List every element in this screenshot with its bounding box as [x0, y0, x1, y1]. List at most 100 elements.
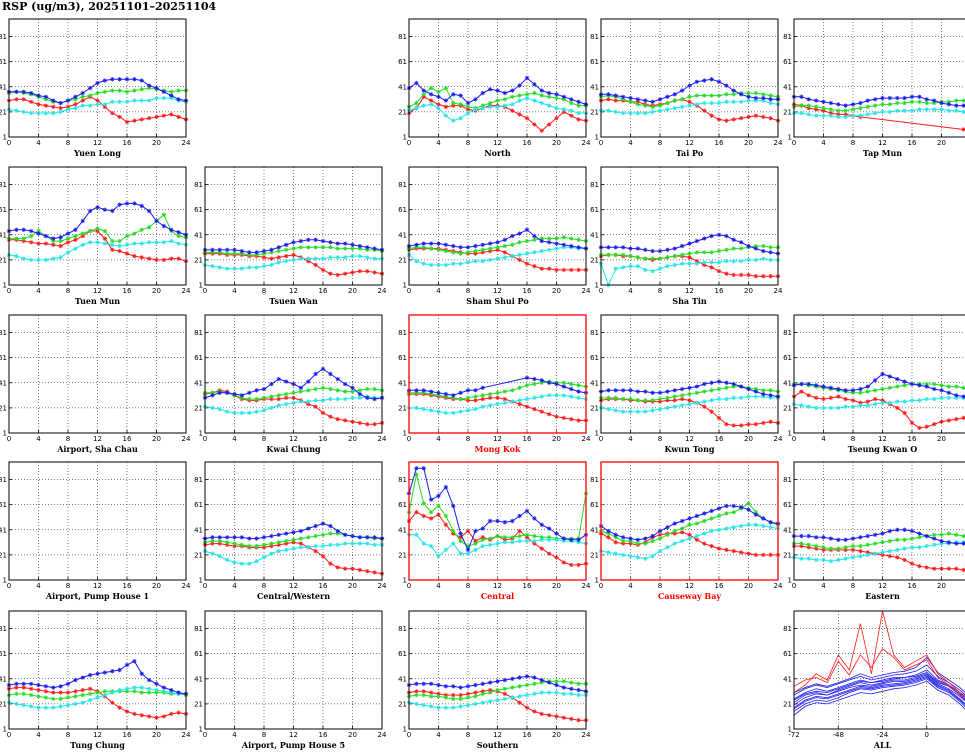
data-point-marker — [239, 248, 245, 254]
data-point-marker — [357, 535, 363, 540]
data-point-marker — [87, 691, 93, 697]
data-point-marker — [620, 110, 626, 116]
y-tick-label: 1 — [3, 282, 7, 290]
data-point-marker — [87, 672, 93, 678]
data-point-marker — [532, 406, 537, 412]
y-tick-label: 41 — [0, 379, 7, 387]
data-point-marker — [687, 398, 692, 403]
data-point-marker — [298, 528, 304, 534]
data-point-marker — [799, 110, 804, 116]
data-point-marker — [269, 394, 274, 399]
data-point-marker — [709, 409, 714, 414]
data-point-marker — [139, 87, 144, 92]
data-point-marker — [738, 246, 744, 251]
data-point-marker — [694, 261, 700, 266]
data-point-marker — [414, 100, 419, 106]
data-point-marker — [909, 99, 915, 105]
x-tick-label: 0 — [407, 287, 411, 295]
data-point-marker — [169, 89, 174, 95]
y-tick-label: 1 — [403, 134, 407, 142]
x-tick-label: 8 — [658, 287, 662, 295]
data-point-marker — [687, 532, 692, 538]
data-point-marker — [576, 681, 581, 687]
data-point-marker — [679, 538, 685, 544]
data-point-marker — [554, 414, 559, 419]
data-point-marker — [36, 705, 41, 710]
x-tick-label: 24 — [182, 731, 191, 739]
data-point-marker — [813, 535, 819, 540]
x-tick-label: 8 — [66, 582, 70, 590]
data-point-marker — [569, 691, 574, 697]
data-point-marker — [924, 381, 929, 387]
data-point-marker — [283, 547, 289, 553]
data-point-marker — [716, 379, 722, 384]
data-point-marker — [931, 100, 937, 106]
data-point-marker — [283, 253, 289, 259]
data-point-marker — [261, 386, 267, 392]
y-tick-label: 81 — [783, 625, 792, 633]
data-point-marker — [799, 389, 804, 394]
data-point-marker — [746, 422, 751, 427]
x-tick-label: 8 — [851, 435, 855, 443]
data-point-marker — [687, 536, 692, 541]
data-point-marker — [931, 422, 937, 427]
x-tick-label: 8 — [466, 582, 470, 590]
data-point-marker — [850, 555, 856, 560]
data-point-marker — [517, 385, 522, 391]
data-point-marker — [291, 546, 296, 551]
data-point-marker — [487, 687, 493, 693]
data-point-marker — [672, 388, 677, 393]
data-point-marker — [657, 548, 663, 554]
x-tick-label: 4 — [821, 139, 826, 147]
data-point-marker — [350, 533, 355, 539]
data-point-marker — [716, 232, 722, 237]
data-point-marker — [665, 263, 670, 269]
data-point-marker — [51, 104, 56, 110]
data-point-marker — [210, 390, 215, 396]
data-point-marker — [702, 518, 707, 524]
data-point-marker — [850, 107, 856, 112]
data-point-marker — [480, 543, 485, 549]
data-point-marker — [532, 709, 537, 714]
data-point-marker — [872, 378, 878, 383]
x-tick-label: 12 — [93, 435, 102, 443]
data-point-marker — [350, 242, 355, 248]
data-point-marker — [124, 201, 130, 206]
data-point-marker — [428, 92, 434, 97]
series-line — [793, 541, 965, 562]
data-point-marker — [569, 100, 574, 106]
x-tick-label: 12 — [289, 287, 298, 295]
data-point-marker — [132, 231, 137, 236]
data-point-marker — [51, 236, 56, 241]
data-point-marker — [306, 388, 311, 393]
data-point-marker — [291, 246, 296, 251]
y-tick-label: 61 — [783, 58, 792, 66]
data-point-marker — [917, 398, 922, 403]
y-tick-label: 81 — [194, 625, 203, 633]
y-tick-label: 81 — [783, 476, 792, 484]
data-point-marker — [620, 409, 626, 414]
data-point-marker — [917, 107, 922, 112]
data-point-marker — [620, 535, 626, 540]
y-tick-label: 1 — [3, 577, 7, 585]
data-point-marker — [254, 543, 259, 549]
data-point-marker — [480, 689, 485, 694]
data-point-marker — [502, 90, 508, 96]
data-point-marker — [342, 271, 348, 276]
data-point-marker — [902, 108, 907, 113]
data-point-marker — [694, 533, 700, 539]
y-tick-label: 41 — [194, 526, 203, 534]
data-point-marker — [961, 567, 965, 573]
data-point-marker — [561, 679, 567, 684]
data-point-marker — [843, 114, 848, 120]
data-point-marker — [753, 510, 759, 515]
x-tick-label: 4 — [36, 582, 41, 590]
data-point-marker — [102, 689, 108, 694]
data-point-marker — [414, 80, 419, 86]
data-point-marker — [73, 105, 78, 111]
data-point-marker — [428, 246, 434, 251]
data-point-marker — [451, 528, 456, 534]
data-point-marker — [95, 695, 100, 700]
